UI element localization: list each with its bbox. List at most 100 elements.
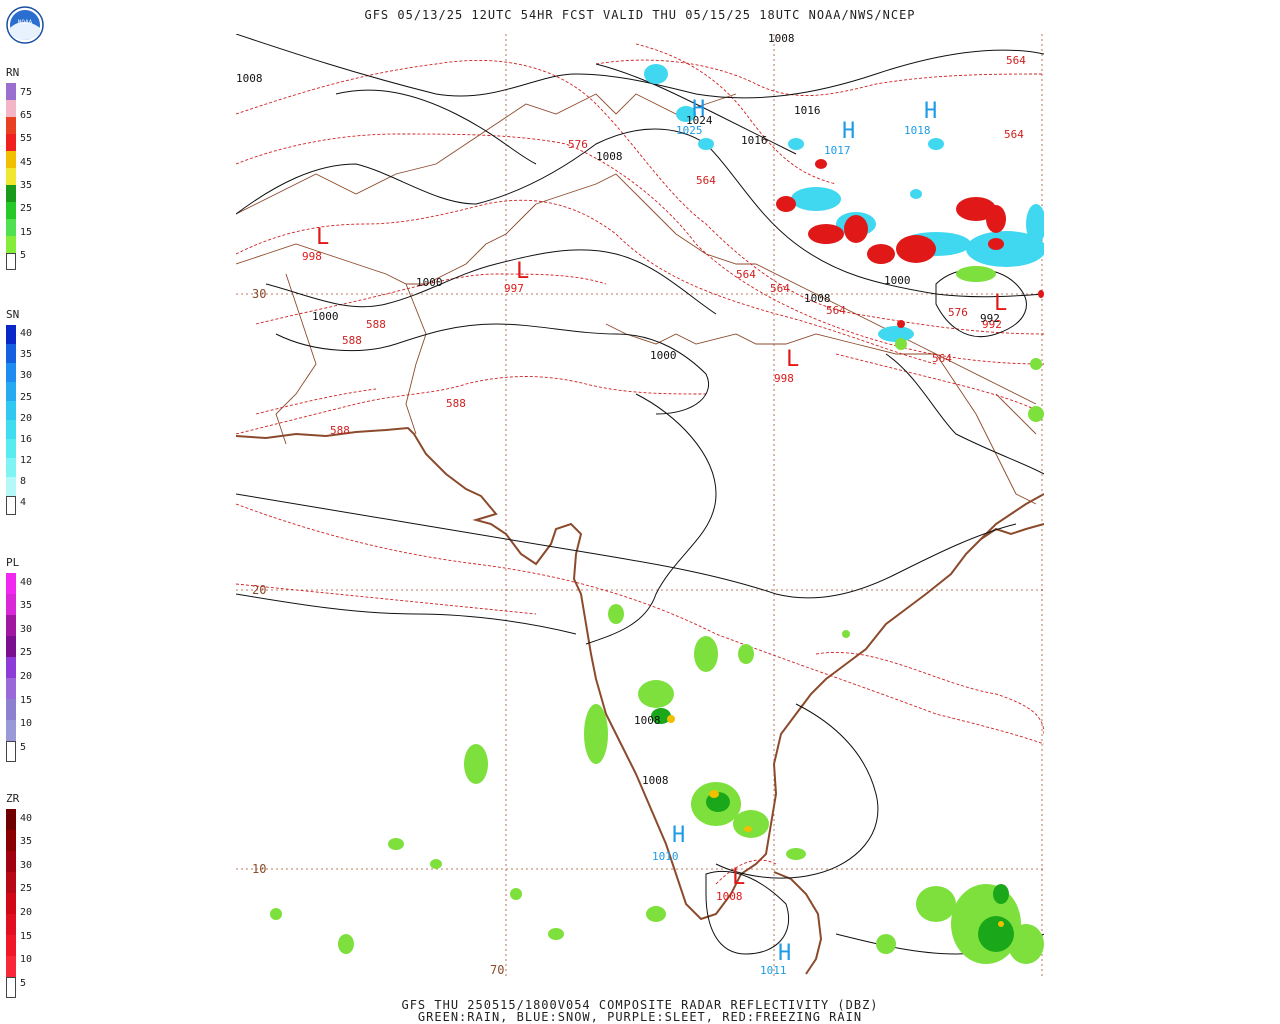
legend-swatch [6,636,16,657]
thickness-contours [235,43,1045,885]
legend-swatch [6,477,16,496]
rain-intense-precip [667,715,1004,927]
footer-product: GFS THU 250515/1800V054 COMPOSITE RADAR … [401,998,879,1012]
isobar-label: 1000 [650,349,677,362]
legend-swatch [6,720,16,741]
legend-swatch [6,83,16,100]
thickness-label: 576 [568,138,588,151]
legend-tick-label: 55 [20,133,33,144]
freezing-rain-precip [776,159,1044,328]
isobar-label: 1016 [794,104,821,117]
low-center-symbol: L [994,291,1007,316]
legend-tick-label: 20 [20,671,33,682]
high-center-symbol: H [842,119,855,144]
legend-swatch [6,236,16,253]
isobar-label: 1008 [634,714,661,727]
legend-swatch [6,699,16,720]
rain-heavy-precip [651,708,1014,952]
legend-tick-label: 20 [20,907,33,918]
legend-swatch [6,956,16,977]
legend-swatch [6,202,16,219]
legend-swatch [6,439,16,458]
high-center-value: 1017 [824,144,851,157]
legend-swatch [6,809,16,830]
legend-tick-label: 25 [20,392,33,403]
lat-label-10: 10 [252,862,266,876]
legend-swatch [6,914,16,935]
legend-tick-label: 35 [20,836,33,847]
isobar-label: 992 [980,312,1000,325]
thickness-label: 564 [932,352,952,365]
noaa-logo: NOAA [6,6,44,44]
legend-swatch [6,594,16,615]
legend-tick-label: 40 [20,577,33,588]
legend-swatch [6,117,16,134]
isobar-label: 1024 [686,114,713,127]
lat-label-30: 30 [252,287,266,301]
low-center-value: 1008 [716,890,743,903]
high-center-symbol: H [692,97,705,122]
thickness-label: 564 [696,174,716,187]
thickness-label: 588 [366,318,386,331]
legend-swatch [6,496,16,515]
thickness-label: 564 [736,268,756,281]
legend-tick-label: 35 [20,349,33,360]
legend-sn: SN 40 35 30 25 20 16 12 8 4 [6,308,66,515]
legend-tick-label: 30 [20,860,33,871]
legend-tick-label: 4 [20,497,27,508]
legend-swatch [6,741,16,762]
logo-text: NOAA [18,19,33,26]
country-borders [235,93,1037,505]
legend-tick-label: 15 [20,931,33,942]
isobar-label: 1008 [596,150,623,163]
thickness-label: 564 [770,282,790,295]
legend-swatch [6,185,16,202]
high-center-value: 1018 [904,124,931,137]
legend-swatch [6,657,16,678]
thickness-label: 564 [826,304,846,317]
coastline [235,426,1045,975]
thickness-labels: 576 564 564 564 564 564 588 588 588 588 … [330,54,1026,437]
isobar-label: 1008 [768,34,795,45]
legend-tick-label: 15 [20,227,33,238]
legend-swatch [6,219,16,236]
isobars [235,33,1045,955]
legend-tick-label: 15 [20,695,33,706]
legend-tick-label: 75 [20,87,33,98]
lat-lon-grid [236,34,1044,976]
legend-swatch [6,382,16,401]
legend-swatch [6,363,16,382]
legend-swatch [6,344,16,363]
legend-swatch [6,253,16,270]
legend-swatch [6,100,16,117]
thickness-label: 588 [330,424,350,437]
legend-swatch [6,458,16,477]
low-center-symbol: L [786,347,799,372]
thickness-label: 564 [1006,54,1026,67]
legend-tick-label: 65 [20,110,33,121]
legend-swatch [6,893,16,914]
isobar-labels: 1008 1024 1016 1016 1008 1000 1000 1008 … [236,32,1000,787]
legend-swatch [6,573,16,594]
low-center-symbol: L [316,225,329,250]
lat-labels: 30 20 10 70 [252,287,504,977]
legend-tick-label: 20 [20,413,33,424]
legend-tick-label: 30 [20,624,33,635]
legend-tick-label: 30 [20,370,33,381]
isobar-label: 1000 [416,276,443,289]
isobar-label: 1016 [741,134,768,147]
isobar-label: 1000 [884,274,911,287]
legend-tick-label: 35 [20,600,33,611]
legend-swatch [6,615,16,636]
thickness-label: 588 [342,334,362,347]
legend-swatch [6,420,16,439]
legend-rn: RN 75 65 55 45 35 25 15 5 [6,66,66,270]
high-center-symbol: H [778,941,791,966]
thickness-label: 564 [1004,128,1024,141]
thickness-label: 588 [446,397,466,410]
legend-tick-label: 45 [20,157,33,168]
low-center-symbol: L [516,259,529,284]
high-center-value: 1010 [652,850,679,863]
thickness-label: 576 [948,306,968,319]
legend-swatch [6,872,16,893]
